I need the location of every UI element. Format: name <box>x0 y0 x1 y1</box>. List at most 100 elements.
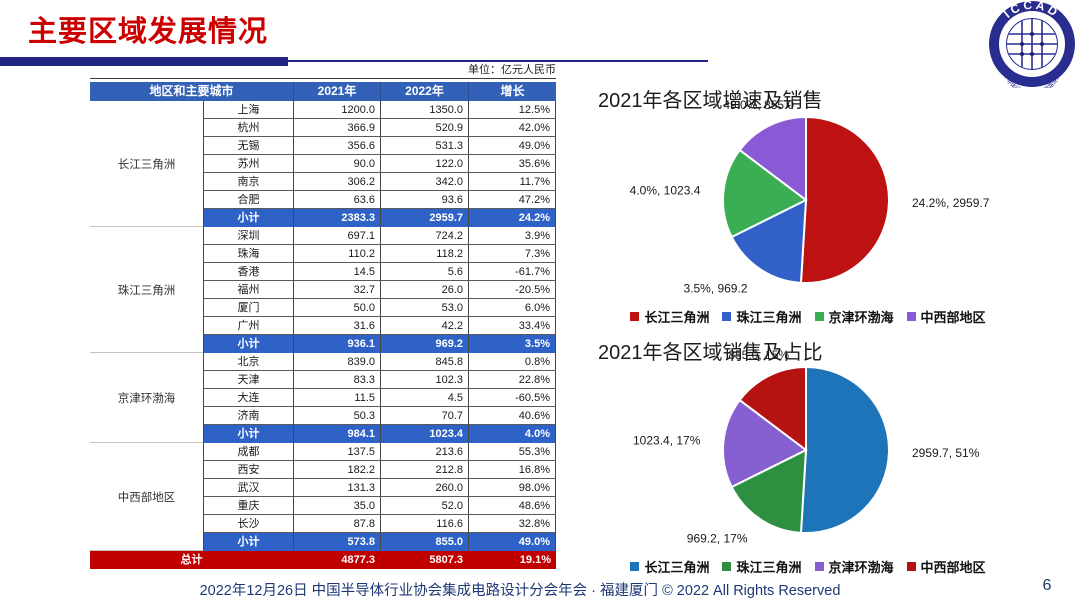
iccad-logo: ICCAD 中国半导体行业协会集成电路设计分会 <box>989 0 1075 88</box>
legend-label: 珠江三角洲 <box>736 560 802 575</box>
city-cell: 上海 <box>203 101 293 119</box>
region-cell: 京津环渤海 <box>90 353 203 443</box>
value-cell-2022: 724.2 <box>380 227 468 245</box>
city-cell: 重庆 <box>203 497 293 515</box>
value-cell-2021: 697.1 <box>293 227 380 245</box>
legend-swatch-icon <box>630 312 640 321</box>
subtotal-growth-cell: 24.2% <box>468 209 556 227</box>
subtotal-2022-cell: 1023.4 <box>380 425 468 443</box>
value-cell-2022: 531.3 <box>380 137 468 155</box>
city-cell: 西安 <box>203 461 293 479</box>
city-cell: 南京 <box>203 173 293 191</box>
pie-data-label: 4.0%, 1023.4 <box>630 183 701 197</box>
city-cell: 天津 <box>203 371 293 389</box>
logo-grid-dots <box>1020 32 1044 56</box>
region-cell: 长江三角洲 <box>90 101 203 227</box>
total-2022-cell: 5807.3 <box>380 551 468 569</box>
pie-data-label: 2959.7, 51% <box>912 446 980 460</box>
table-header-growth: 增长 <box>468 82 556 101</box>
subtotal-label-cell: 小计 <box>203 335 293 353</box>
city-cell: 杭州 <box>203 119 293 137</box>
growth-cell: 6.0% <box>468 299 556 317</box>
value-cell-2021: 63.6 <box>293 191 380 209</box>
growth-cell: 40.6% <box>468 407 556 425</box>
growth-cell: 22.8% <box>468 371 556 389</box>
value-cell-2022: 4.5 <box>380 389 468 407</box>
value-cell-2021: 32.7 <box>293 281 380 299</box>
value-cell-2021: 35.0 <box>293 497 380 515</box>
pie-data-label: 855.0, 15% <box>728 348 789 362</box>
region-cell: 中西部地区 <box>90 443 203 551</box>
value-cell-2021: 1200.0 <box>293 101 380 119</box>
legend-swatch-icon <box>722 562 732 571</box>
legend-swatch-icon <box>906 562 916 571</box>
table-header-region-city: 地区和主要城市 <box>90 82 293 101</box>
chart1-legend: 长江三角洲 珠江三角洲 京津环渤海 中西部地区 <box>596 307 1020 326</box>
city-cell: 武汉 <box>203 479 293 497</box>
value-cell-2022: 118.2 <box>380 245 468 263</box>
value-cell-2021: 50.0 <box>293 299 380 317</box>
city-cell: 济南 <box>203 407 293 425</box>
legend-item: 珠江三角洲 <box>722 557 802 576</box>
value-cell-2021: 87.8 <box>293 515 380 533</box>
subtotal-growth-cell: 4.0% <box>468 425 556 443</box>
city-cell: 香港 <box>203 263 293 281</box>
value-cell-2022: 42.2 <box>380 317 468 335</box>
growth-cell: 98.0% <box>468 479 556 497</box>
table-header-2022: 2022年 <box>380 82 468 101</box>
legend-swatch-icon <box>814 562 824 571</box>
growth-cell: 0.8% <box>468 353 556 371</box>
pie-data-label: 3.5%, 969.2 <box>683 281 747 295</box>
legend-swatch-icon <box>722 312 732 321</box>
legend-item: 长江三角洲 <box>630 307 709 326</box>
legend-label: 珠江三角洲 <box>736 310 802 325</box>
city-cell: 成都 <box>203 443 293 461</box>
total-2021-cell: 4877.3 <box>293 551 380 569</box>
legend-item: 中西部地区 <box>906 307 986 326</box>
subtotal-growth-cell: 3.5% <box>468 335 556 353</box>
value-cell-2021: 366.9 <box>293 119 380 137</box>
pie-slice-中西部地区 <box>738 365 807 453</box>
table-header-2021: 2021年 <box>293 82 380 101</box>
subtotal-label-cell: 小计 <box>203 425 293 443</box>
value-cell-2022: 212.8 <box>380 461 468 479</box>
pie-data-label: 49.0%, 855.0 <box>723 98 794 112</box>
subtotal-label-cell: 小计 <box>203 209 293 227</box>
regions-table: 地区和主要城市 2021年 2022年 增长 长江三角洲 上海 1200.0 1350.0 12… <box>90 82 556 569</box>
city-cell: 厦门 <box>203 299 293 317</box>
value-cell-2021: 839.0 <box>293 353 380 371</box>
legend-label: 京津环渤海 <box>828 560 894 575</box>
value-cell-2022: 102.3 <box>380 371 468 389</box>
city-cell: 福州 <box>203 281 293 299</box>
pie-slice-中西部地区 <box>738 115 807 203</box>
growth-cell: 48.6% <box>468 497 556 515</box>
chart2-title: 2021年各区域销售及占比 <box>598 342 823 364</box>
value-cell-2022: 845.8 <box>380 353 468 371</box>
page-title: 主要区域发展情况 <box>28 16 269 48</box>
value-cell-2021: 306.2 <box>293 173 380 191</box>
city-cell: 深圳 <box>203 227 293 245</box>
page-number: 6 <box>1042 577 1052 594</box>
value-cell-2022: 213.6 <box>380 443 468 461</box>
value-cell-2021: 110.2 <box>293 245 380 263</box>
value-cell-2021: 90.0 <box>293 155 380 173</box>
growth-cell: 11.7% <box>468 173 556 191</box>
title-underline-thick <box>0 57 288 66</box>
value-cell-2022: 260.0 <box>380 479 468 497</box>
value-cell-2022: 70.7 <box>380 407 468 425</box>
growth-cell: 7.3% <box>468 245 556 263</box>
subtotal-2021-cell: 984.1 <box>293 425 380 443</box>
subtotal-2021-cell: 936.1 <box>293 335 380 353</box>
chart2-legend: 长江三角洲 珠江三角洲 京津环渤海 中西部地区 <box>596 557 1020 576</box>
value-cell-2022: 52.0 <box>380 497 468 515</box>
pie-slice-京津环渤海 <box>722 148 808 239</box>
growth-cell: 47.2% <box>468 191 556 209</box>
legend-label: 中西部地区 <box>920 560 986 575</box>
legend-label: 京津环渤海 <box>828 310 894 325</box>
legend-label: 长江三角洲 <box>644 310 710 325</box>
subtotal-2022-cell: 969.2 <box>380 335 468 353</box>
value-cell-2022: 53.0 <box>380 299 468 317</box>
value-cell-2021: 50.3 <box>293 407 380 425</box>
value-cell-2022: 342.0 <box>380 173 468 191</box>
